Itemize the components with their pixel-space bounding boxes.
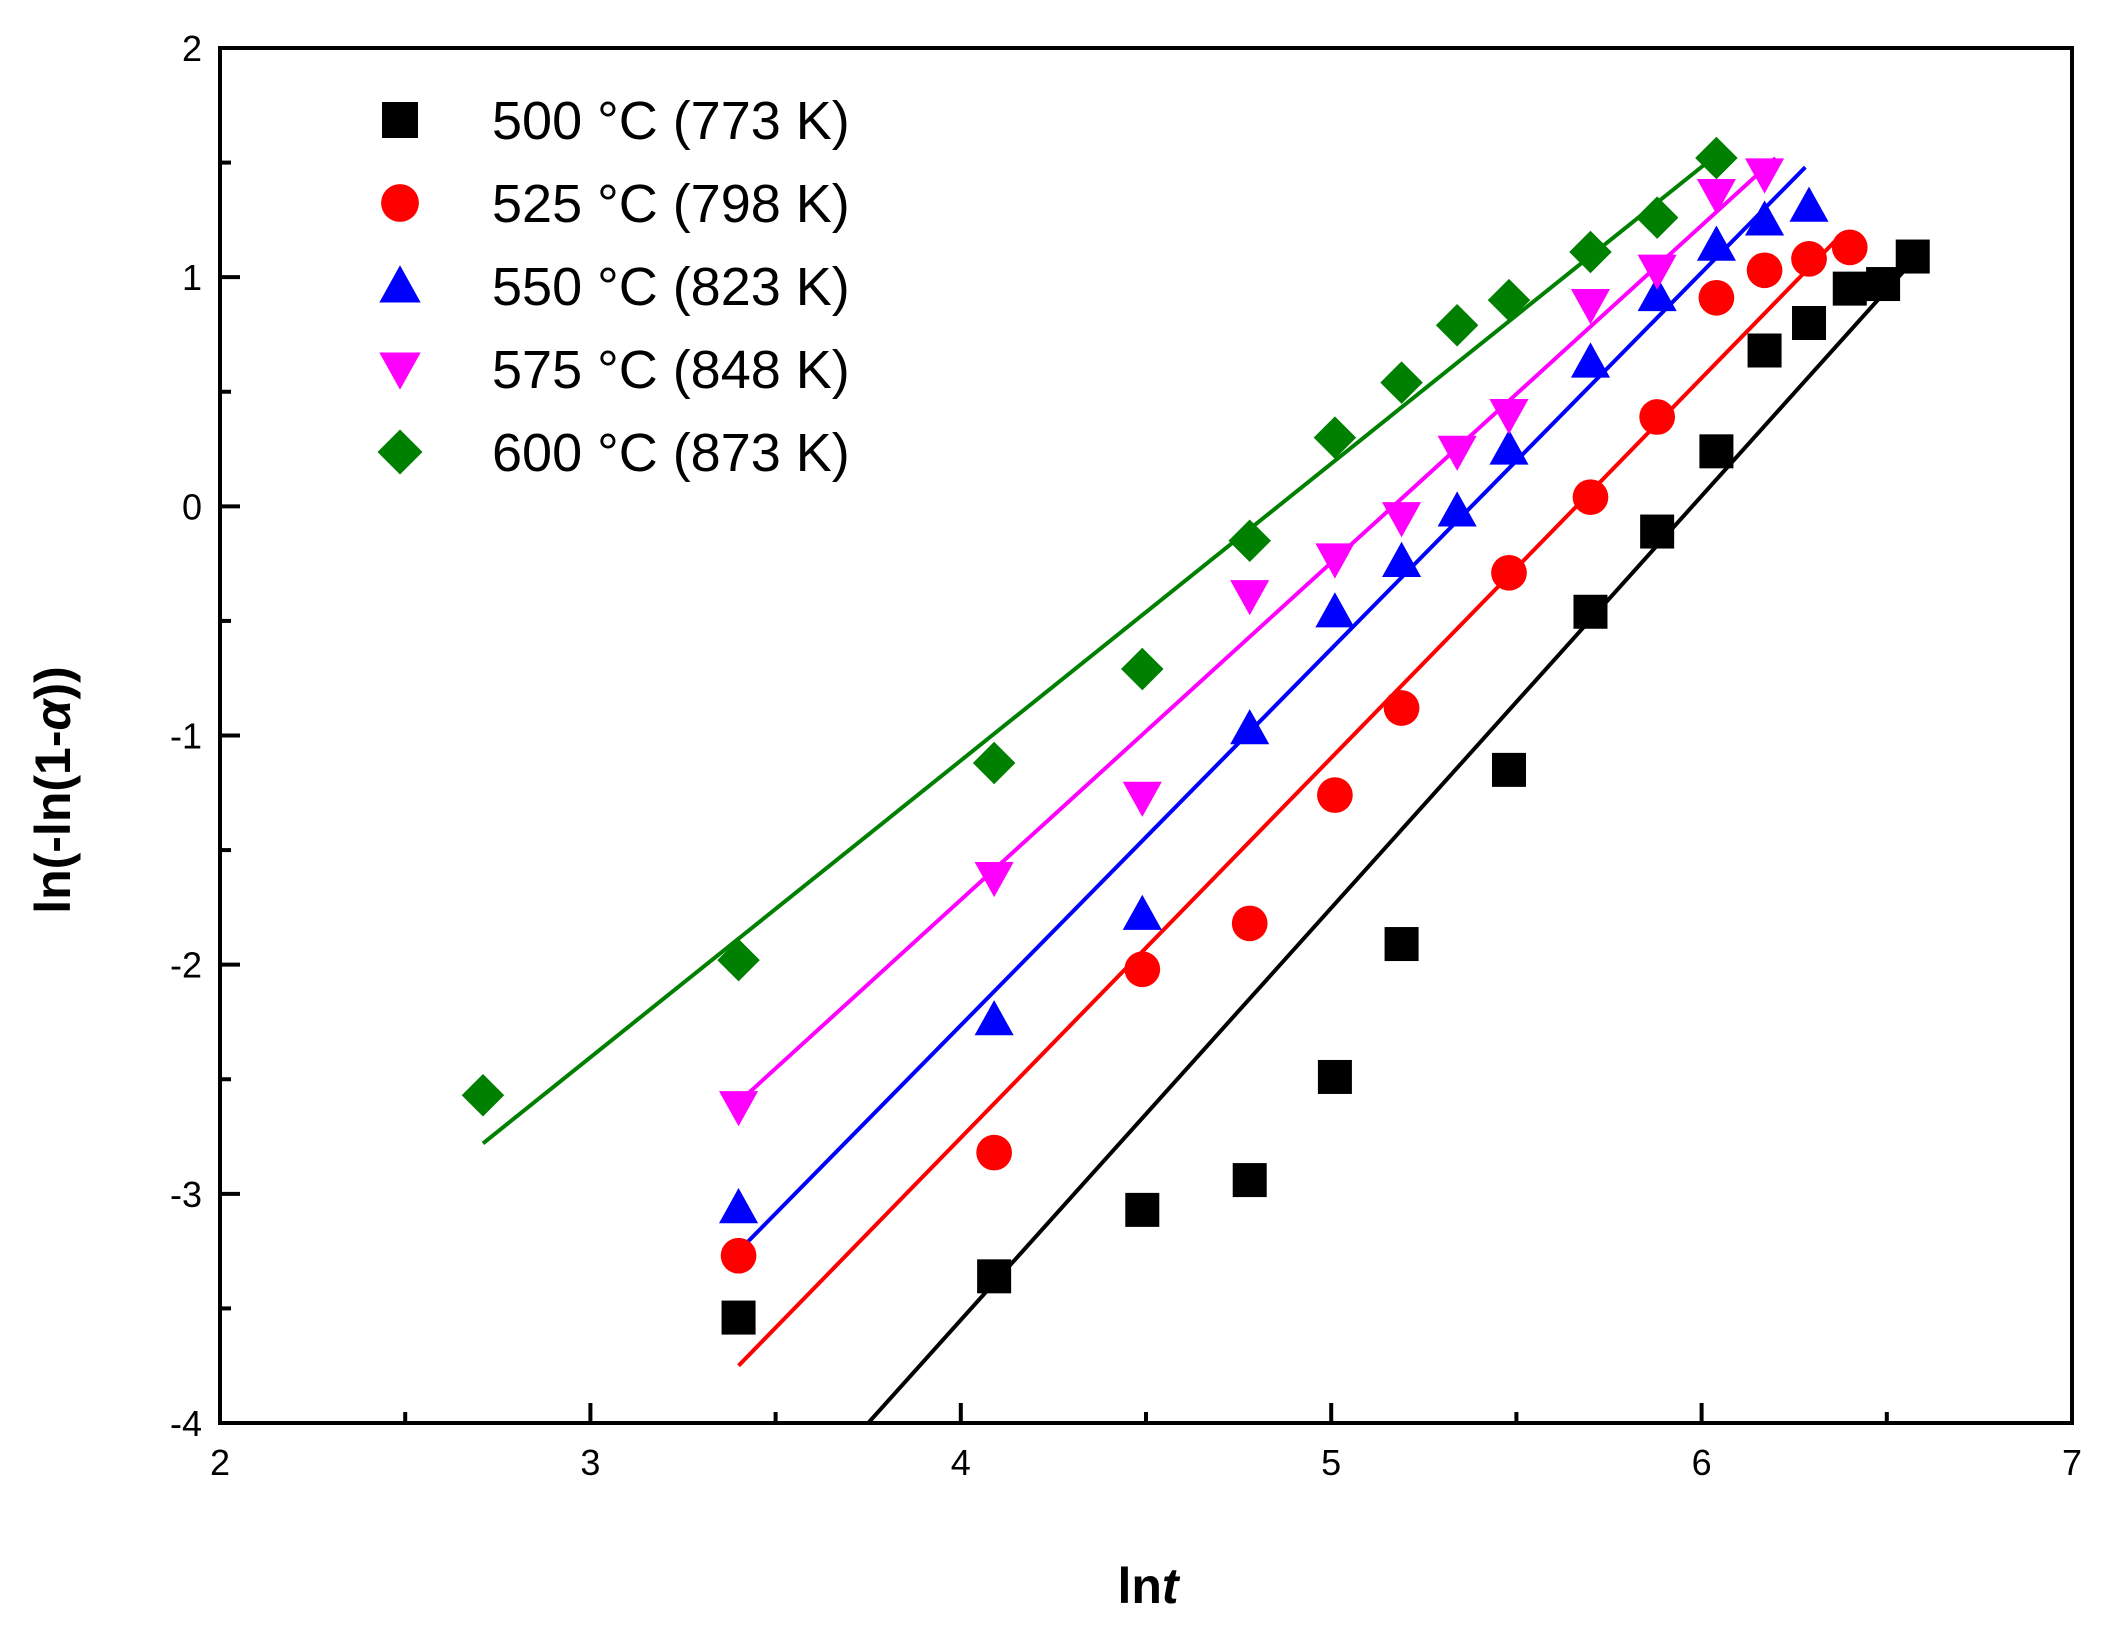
data-point: [1122, 781, 1162, 817]
x-tick-label: 3: [580, 1442, 600, 1483]
data-point: [1792, 306, 1827, 340]
y-tick-label: -3: [170, 1174, 202, 1215]
y-tick-label: 0: [182, 486, 202, 527]
data-point: [1699, 434, 1734, 469]
data-point: [1569, 230, 1612, 274]
data-point: [1125, 1192, 1160, 1227]
data-point: [1122, 894, 1162, 930]
y-tick-label: 2: [182, 28, 202, 69]
legend-marker-series-1: [382, 102, 418, 138]
data-point: [1572, 479, 1609, 516]
data-point: [1230, 709, 1270, 745]
data-point: [1315, 592, 1355, 628]
fit-line-series-5: [481, 156, 1714, 1145]
data-point: [1789, 186, 1829, 222]
data-point: [1491, 752, 1526, 787]
y-tick-label: -4: [170, 1403, 202, 1444]
legend-marker-series-4: [379, 352, 421, 390]
legend-marker-series-2: [381, 184, 419, 222]
fit-line-series-3: [737, 165, 1807, 1253]
data-point: [1573, 594, 1608, 629]
data-point: [719, 1188, 759, 1224]
data-point: [1383, 690, 1420, 726]
data-point: [974, 861, 1014, 898]
data-point: [1745, 158, 1785, 194]
data-point: [1746, 252, 1783, 289]
data-point: [1570, 289, 1611, 325]
data-point: [1380, 361, 1423, 404]
fit-line-series-1: [866, 259, 1915, 1425]
data-point: [1695, 136, 1738, 180]
legend-label-series-3: 550 °C (823 K): [492, 257, 850, 317]
data-point: [1696, 179, 1736, 215]
data-point: [1639, 399, 1676, 435]
data-point: [1437, 435, 1477, 471]
x-axis-title: lnt: [1117, 1558, 1180, 1614]
data-point: [1895, 239, 1930, 274]
data-point: [1231, 905, 1268, 942]
data-point: [1382, 502, 1422, 538]
axes: 2 3 4 5 6 7 -4 -3 -2 -1 0 1 2: [170, 28, 2082, 1483]
plot-area: [461, 136, 1930, 1425]
legend-label-series-5: 600 °C (873 K): [492, 423, 850, 483]
data-point: [1637, 275, 1677, 312]
legend-label-series-1: 500 °C (773 K): [492, 91, 850, 151]
data-point: [974, 1000, 1014, 1036]
data-point: [1640, 514, 1675, 549]
y-tick-label: -1: [170, 716, 202, 757]
data-point: [1121, 647, 1164, 691]
data-point: [1491, 554, 1527, 591]
data-point: [1745, 200, 1785, 236]
data-point: [719, 1091, 759, 1127]
data-point: [717, 938, 760, 982]
x-tick-label: 4: [951, 1442, 971, 1483]
data-point: [1384, 927, 1419, 962]
data-point: [1435, 304, 1479, 347]
data-point: [1230, 580, 1270, 616]
data-point: [720, 1237, 757, 1274]
data-point: [972, 741, 1016, 785]
legend-label-series-2: 525 °C (798 K): [492, 174, 850, 234]
data-point: [1791, 240, 1827, 277]
data-point: [1866, 267, 1901, 302]
data-point: [721, 1300, 756, 1335]
x-tick-label: 5: [1321, 1442, 1341, 1483]
data-point: [1317, 777, 1353, 813]
x-tick-label: 2: [210, 1442, 230, 1483]
x-tick-label: 6: [1692, 1442, 1712, 1483]
data-point: [1637, 254, 1677, 290]
data-point: [1313, 416, 1357, 459]
data-point: [1437, 491, 1477, 527]
legend-label-series-4: 575 °C (848 K): [492, 340, 850, 400]
data-point: [976, 1134, 1012, 1171]
data-point: [1489, 399, 1529, 435]
x-tick-label: 7: [2062, 1442, 2082, 1483]
data-point: [1315, 543, 1355, 579]
y-tick-label: -2: [170, 945, 202, 986]
fit-line-series-2: [737, 232, 1844, 1368]
data-point: [1747, 333, 1782, 368]
data-point: [1832, 271, 1867, 306]
data-point: [461, 1074, 505, 1117]
fit-line-series-4: [737, 156, 1778, 1104]
data-point: [1228, 519, 1271, 562]
data-point: [1570, 342, 1611, 378]
data-point: [1232, 1163, 1267, 1198]
y-tick-label: 1: [182, 257, 202, 298]
data-point: [1487, 278, 1531, 322]
y-axis-title: ln(-ln(1-α)): [25, 666, 81, 914]
data-point: [1635, 196, 1679, 239]
data-point: [1831, 229, 1868, 266]
legend-marker-series-5: [377, 429, 423, 475]
data-point: [1698, 279, 1735, 316]
data-point: [1317, 1059, 1352, 1094]
data-point: [1382, 541, 1422, 577]
data-point: [1124, 951, 1161, 988]
data-point: [1489, 429, 1529, 465]
legend-marker-series-3: [379, 265, 421, 303]
legend: 500 °C (773 K) 525 °C (798 K) 550 °C (823 …: [377, 91, 850, 483]
data-point: [977, 1259, 1012, 1294]
data-point: [1696, 225, 1736, 261]
